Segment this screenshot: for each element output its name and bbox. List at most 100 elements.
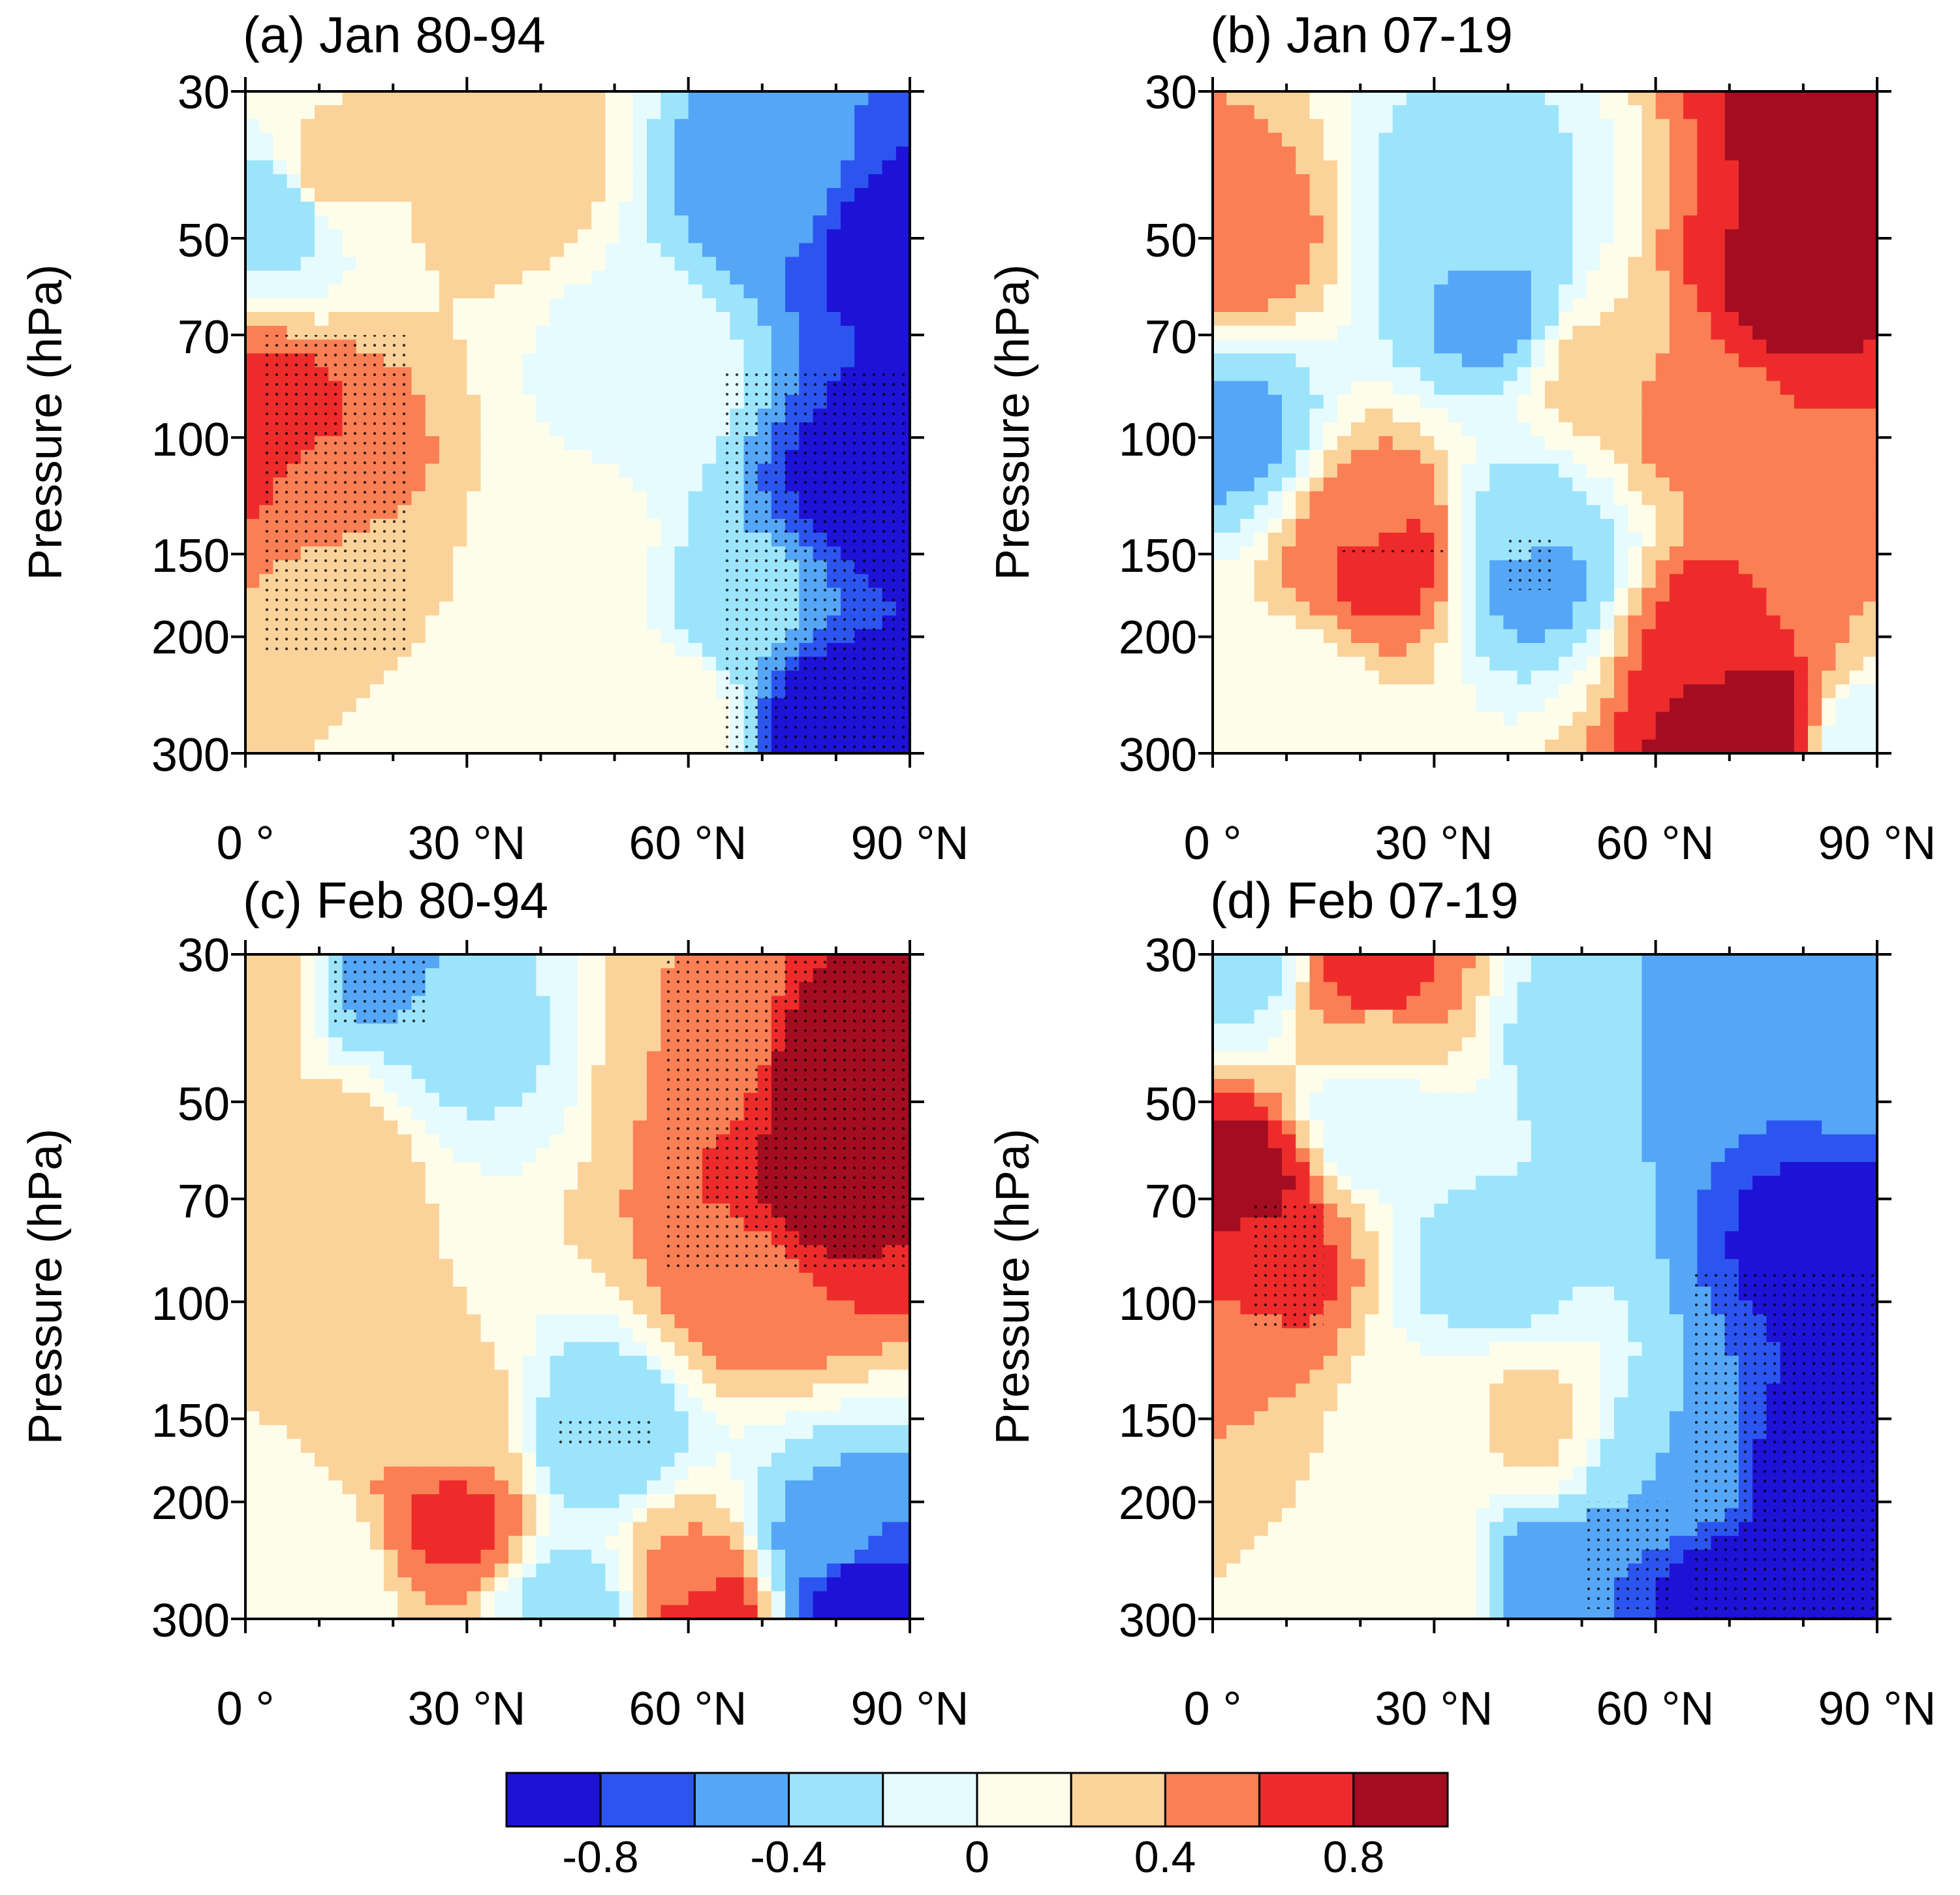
panel-a-cell <box>591 298 606 313</box>
panel-b-cell <box>1545 436 1559 450</box>
panel-b-cell <box>1310 726 1324 740</box>
panel-b-cell <box>1642 450 1657 464</box>
panel-c-cell <box>550 996 565 1010</box>
panel-a-cell <box>467 616 481 630</box>
panel-a-cell <box>439 174 454 189</box>
panel-b-cell <box>1711 368 1726 382</box>
panel-b-cell <box>1587 698 1601 713</box>
panel-a-cell <box>343 712 357 727</box>
panel-a-cell <box>536 712 550 727</box>
panel-a-cell <box>716 147 730 161</box>
panel-b-cell <box>1351 91 1365 106</box>
panel-a-cell <box>315 215 329 230</box>
panel-a-cell <box>550 546 565 561</box>
panel-b-xtick-60: 60 °N <box>1596 817 1715 869</box>
panel-a-cell <box>564 629 578 644</box>
panel-b-cell <box>1337 505 1352 520</box>
panel-b-cell <box>1670 271 1684 285</box>
panel-a-cell <box>245 436 260 450</box>
panel-a-cell <box>675 533 689 547</box>
panel-b-cell <box>1420 533 1435 547</box>
panel-b-cell <box>1587 381 1601 396</box>
panel-b-cell <box>1407 353 1421 368</box>
panel-b-cell <box>1808 616 1822 630</box>
panel-a-cell <box>453 395 467 409</box>
panel-b-cell <box>1365 588 1379 603</box>
panel-a-cell <box>675 463 689 478</box>
panel-a-cell <box>467 643 481 657</box>
panel-b-cell <box>1545 712 1559 727</box>
panel-c-cell <box>287 982 302 996</box>
panel-c-cell <box>591 1010 606 1024</box>
panel-a-cell <box>412 147 426 161</box>
panel-a-cell <box>412 133 426 147</box>
panel-a-cell <box>605 381 619 396</box>
panel-a-cell <box>481 436 495 450</box>
panel-b-cell <box>1407 312 1421 326</box>
panel-b-cell <box>1448 312 1463 326</box>
panel-a-cell <box>661 698 675 713</box>
panel-b-cell <box>1559 257 1573 272</box>
panel-b-cell <box>1407 478 1421 492</box>
panel-b-cell <box>1683 422 1698 437</box>
panel-a-cell <box>315 147 329 161</box>
panel-c-cell <box>508 996 523 1010</box>
panel-a-cell <box>633 285 647 299</box>
panel-b-cell <box>1683 257 1698 272</box>
panel-b-cell <box>1808 202 1822 216</box>
panel-b-cell <box>1462 91 1476 106</box>
panel-a-cell <box>661 174 675 189</box>
panel-c-cell <box>647 1010 661 1024</box>
panel-b-cell <box>1226 588 1241 603</box>
panel-a-cell <box>439 229 454 243</box>
panel-a-cell <box>813 133 828 147</box>
panel-b-cell <box>1337 326 1352 340</box>
panel-a-cell <box>453 546 467 561</box>
panel-a-cell <box>689 285 703 299</box>
panel-b-cell <box>1559 395 1573 409</box>
panel-a-cell <box>758 174 772 189</box>
panel-b-ytick-70: 70 <box>1145 311 1197 364</box>
panel-b-cell <box>1296 629 1310 644</box>
panel-b-cell <box>1781 726 1795 740</box>
panel-a-cell <box>259 312 273 326</box>
panel-a-cell <box>564 533 578 547</box>
panel-a-cell <box>495 698 509 713</box>
panel-a-cell <box>245 533 260 547</box>
panel-b-cell <box>1697 616 1711 630</box>
panel-b-cell <box>1739 670 1753 685</box>
panel-a-cell <box>453 450 467 464</box>
panel-b-cell <box>1434 285 1448 299</box>
panel-b-cell <box>1379 133 1393 147</box>
panel-b-cell <box>1254 533 1269 547</box>
panel-a-cell <box>702 629 717 644</box>
panel-b-cell <box>1324 478 1338 492</box>
panel-b-cell <box>1656 422 1670 437</box>
panel-a-cell <box>508 271 523 285</box>
panel-a-cell <box>785 174 800 189</box>
panel-b-cell <box>1213 312 1227 326</box>
panel-a-cell <box>453 119 467 133</box>
panel-b-cell <box>1587 740 1601 754</box>
panel-b-cell <box>1711 670 1726 685</box>
panel-b-cell <box>1489 312 1504 326</box>
panel-b-cell <box>1642 312 1657 326</box>
panel-b-cell <box>1656 519 1670 533</box>
panel-b-cell <box>1240 381 1254 396</box>
panel-b-cell <box>1420 643 1435 657</box>
panel-b-cell <box>1420 381 1435 396</box>
panel-a-cell <box>564 368 578 382</box>
panel-a-cell <box>508 312 523 326</box>
panel-b-cell <box>1614 670 1628 685</box>
panel-b-cell <box>1379 478 1393 492</box>
panel-b-cell <box>1420 409 1435 423</box>
panel-b-cell <box>1850 450 1864 464</box>
panel-b-cell <box>1420 243 1435 257</box>
panel-b-cell <box>1600 478 1615 492</box>
panel-a-cell <box>453 436 467 450</box>
panel-b-cell <box>1351 463 1365 478</box>
panel-a-cell <box>536 546 550 561</box>
panel-a-cell <box>245 422 260 437</box>
panel-b-cell <box>1226 409 1241 423</box>
panel-b-cell <box>1600 257 1615 272</box>
